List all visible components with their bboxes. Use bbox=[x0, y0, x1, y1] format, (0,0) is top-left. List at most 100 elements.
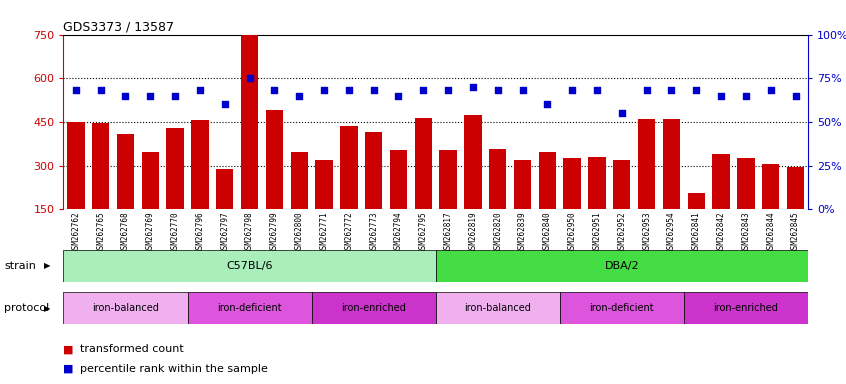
Text: iron-enriched: iron-enriched bbox=[341, 303, 406, 313]
Text: GSM262820: GSM262820 bbox=[493, 212, 503, 253]
Bar bbox=[762, 164, 779, 253]
Bar bbox=[464, 115, 481, 253]
Point bbox=[739, 93, 753, 99]
Text: GSM262800: GSM262800 bbox=[294, 212, 304, 253]
Text: GSM262845: GSM262845 bbox=[791, 212, 800, 253]
Bar bbox=[191, 121, 209, 253]
Point bbox=[591, 88, 604, 94]
Bar bbox=[311, 292, 436, 324]
Text: GSM262771: GSM262771 bbox=[320, 212, 328, 253]
Point bbox=[689, 88, 703, 94]
Point bbox=[466, 84, 480, 90]
Text: GSM262839: GSM262839 bbox=[518, 212, 527, 253]
Text: DBA/2: DBA/2 bbox=[605, 261, 639, 271]
Text: iron-deficient: iron-deficient bbox=[217, 303, 282, 313]
Text: GSM262843: GSM262843 bbox=[741, 212, 750, 253]
Point bbox=[491, 88, 504, 94]
Bar bbox=[514, 160, 531, 253]
Text: ■: ■ bbox=[63, 364, 74, 374]
Text: GSM262798: GSM262798 bbox=[245, 212, 254, 253]
Bar bbox=[737, 158, 755, 253]
Text: iron-balanced: iron-balanced bbox=[464, 303, 531, 313]
Text: iron-enriched: iron-enriched bbox=[713, 303, 778, 313]
Bar bbox=[141, 152, 159, 253]
Text: GSM262840: GSM262840 bbox=[543, 212, 552, 253]
Text: GSM262762: GSM262762 bbox=[71, 212, 80, 253]
Text: iron-balanced: iron-balanced bbox=[92, 303, 159, 313]
Bar bbox=[63, 250, 436, 282]
Point bbox=[267, 88, 281, 94]
Point bbox=[565, 88, 579, 94]
Text: GSM262768: GSM262768 bbox=[121, 212, 130, 253]
Point bbox=[640, 88, 653, 94]
Bar bbox=[390, 150, 407, 253]
Bar bbox=[67, 122, 85, 253]
Point bbox=[94, 88, 107, 94]
Point bbox=[541, 101, 554, 108]
Point bbox=[615, 110, 629, 116]
Bar bbox=[712, 154, 730, 253]
Text: GSM262841: GSM262841 bbox=[692, 212, 700, 253]
Text: GSM262817: GSM262817 bbox=[443, 212, 453, 253]
Text: percentile rank within the sample: percentile rank within the sample bbox=[80, 364, 268, 374]
Text: GDS3373 / 13587: GDS3373 / 13587 bbox=[63, 20, 174, 33]
Point bbox=[293, 93, 306, 99]
Text: GSM262797: GSM262797 bbox=[220, 212, 229, 253]
Point bbox=[764, 88, 777, 94]
Bar bbox=[316, 161, 332, 253]
Bar bbox=[588, 157, 606, 253]
Text: GSM262954: GSM262954 bbox=[667, 212, 676, 253]
Text: ▶: ▶ bbox=[44, 262, 51, 270]
Bar bbox=[216, 169, 233, 253]
Bar bbox=[436, 250, 808, 282]
Point bbox=[317, 88, 331, 94]
Text: GSM262950: GSM262950 bbox=[568, 212, 577, 253]
Point bbox=[118, 93, 132, 99]
Bar bbox=[684, 292, 808, 324]
Point bbox=[168, 93, 182, 99]
Bar bbox=[439, 150, 457, 253]
Point bbox=[392, 93, 405, 99]
Text: ■: ■ bbox=[63, 344, 74, 354]
Text: GSM262844: GSM262844 bbox=[766, 212, 775, 253]
Bar bbox=[436, 292, 560, 324]
Text: iron-deficient: iron-deficient bbox=[590, 303, 654, 313]
Bar bbox=[560, 292, 684, 324]
Text: GSM262795: GSM262795 bbox=[419, 212, 428, 253]
Text: GSM262842: GSM262842 bbox=[717, 212, 726, 253]
Point bbox=[342, 88, 355, 94]
Text: GSM262794: GSM262794 bbox=[394, 212, 403, 253]
Bar bbox=[539, 152, 556, 253]
Point bbox=[442, 88, 455, 94]
Bar bbox=[563, 158, 581, 253]
Point bbox=[788, 93, 802, 99]
Text: GSM262953: GSM262953 bbox=[642, 212, 651, 253]
Bar bbox=[662, 119, 680, 253]
Text: GSM262799: GSM262799 bbox=[270, 212, 279, 253]
Bar bbox=[787, 167, 805, 253]
Bar bbox=[117, 134, 135, 253]
Bar bbox=[188, 292, 311, 324]
Text: C57BL/6: C57BL/6 bbox=[227, 261, 272, 271]
Text: GSM262796: GSM262796 bbox=[195, 212, 205, 253]
Bar bbox=[365, 132, 382, 253]
Text: GSM262952: GSM262952 bbox=[618, 212, 626, 253]
Point bbox=[714, 93, 728, 99]
Bar bbox=[266, 110, 283, 253]
Text: GSM262819: GSM262819 bbox=[469, 212, 477, 253]
Bar bbox=[613, 160, 630, 253]
Point bbox=[69, 88, 83, 94]
Bar bbox=[415, 118, 432, 253]
Point bbox=[416, 88, 430, 94]
Point bbox=[516, 88, 530, 94]
Text: GSM262772: GSM262772 bbox=[344, 212, 354, 253]
Bar bbox=[241, 35, 258, 253]
Point bbox=[193, 88, 206, 94]
Bar bbox=[63, 292, 188, 324]
Text: protocol: protocol bbox=[4, 303, 49, 313]
Bar bbox=[638, 119, 656, 253]
Text: GSM262769: GSM262769 bbox=[146, 212, 155, 253]
Text: transformed count: transformed count bbox=[80, 344, 184, 354]
Point bbox=[243, 75, 256, 81]
Text: GSM262773: GSM262773 bbox=[369, 212, 378, 253]
